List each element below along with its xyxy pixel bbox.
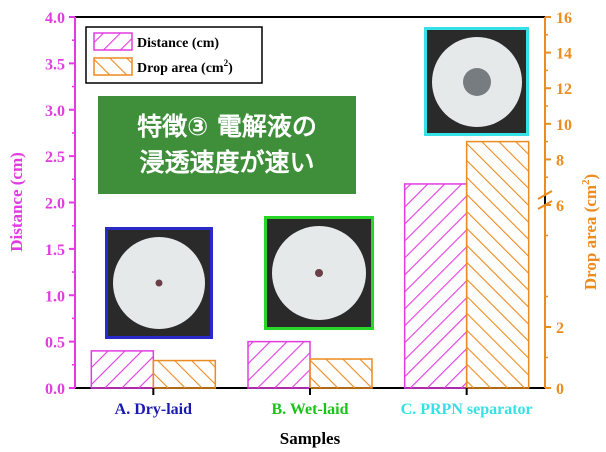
bar-drop-area-1	[152, 359, 217, 389]
left-tick-label: 1.0	[45, 288, 65, 305]
bar-distance-2	[247, 340, 311, 389]
right-tick-label: 14	[556, 46, 572, 63]
right-axis-label: Drop area (cm2)	[580, 174, 600, 290]
right-axis-label-sup: 2	[580, 179, 592, 185]
bar-distance-3	[403, 183, 468, 389]
right-tick-label: 2	[556, 320, 564, 337]
right-tick-label: 12	[556, 81, 572, 98]
x-axis-label: Samples	[280, 429, 341, 448]
x-axis: A. Dry-laid B. Wet-laid C. PRPN separator	[115, 388, 533, 418]
right-tick-label: 8	[556, 152, 564, 169]
legend-swatch-distance	[93, 32, 133, 51]
photo-wet-laid	[264, 216, 374, 330]
left-axis: 0.0 0.5 1.0 1.5 2.0 2.5 3.0 3.5 4.0	[45, 10, 76, 398]
bar-distance-1	[90, 350, 155, 389]
axis-break-mark	[537, 190, 553, 200]
x-category-label: A. Dry-laid	[115, 401, 192, 418]
legend-swatch-drop-area	[93, 57, 133, 76]
left-tick-label: 3.0	[45, 103, 65, 120]
bars-group	[90, 140, 530, 389]
left-axis-label: Distance (cm)	[7, 152, 26, 252]
electrolyte-spot	[315, 269, 323, 277]
left-tick-label: 3.5	[45, 56, 65, 73]
bar-drop-area-3	[465, 140, 530, 389]
left-tick-label: 0.5	[45, 335, 65, 352]
right-tick-label: 6	[556, 198, 564, 215]
left-tick-label: 4.0	[45, 10, 65, 27]
x-category-label: B. Wet-laid	[271, 401, 348, 418]
left-tick-label: 0.0	[45, 381, 65, 398]
electrolyte-spot	[155, 279, 163, 287]
photo-dry-laid	[105, 227, 213, 339]
right-tick-label: 10	[556, 117, 572, 134]
legend-label-drop-area: Drop area (cm2)	[137, 58, 233, 76]
left-tick-label: 1.5	[45, 242, 65, 259]
feature-banner: 特徴③ 電解液の 浸透速度が速い	[98, 96, 356, 194]
right-axis: 0 2 6 8 10 12 14 16	[537, 10, 572, 398]
legend: Distance (cm) Drop area (cm2)	[85, 26, 263, 84]
banner-line-1: 特徴③ 電解液の	[137, 112, 317, 141]
photo-prpn-separator	[424, 27, 529, 136]
x-category-label: C. PRPN separator	[401, 401, 533, 418]
electrolyte-spot	[462, 67, 491, 96]
right-tick-label: 16	[556, 10, 572, 27]
legend-label-distance: Distance (cm)	[137, 36, 219, 51]
left-tick-label: 2.0	[45, 196, 65, 213]
banner-line-2: 浸透速度が速い	[139, 148, 315, 177]
right-tick-label: 0	[556, 381, 564, 398]
left-tick-label: 2.5	[45, 149, 65, 166]
bar-drop-area-2	[309, 358, 373, 389]
